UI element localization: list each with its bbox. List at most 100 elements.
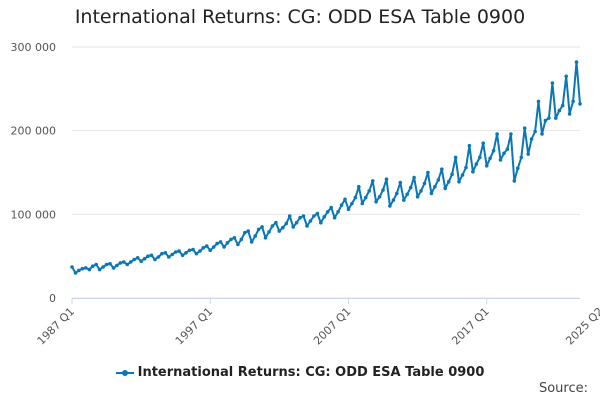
data-point[interactable] — [170, 252, 174, 257]
data-point[interactable] — [218, 240, 223, 244]
data-point[interactable] — [467, 143, 472, 148]
data-point[interactable] — [177, 249, 181, 253]
data-point[interactable] — [550, 81, 555, 85]
data-point[interactable] — [360, 201, 365, 206]
data-point[interactable] — [253, 234, 257, 238]
data-point[interactable] — [239, 237, 244, 242]
data-point[interactable] — [491, 148, 496, 153]
data-point[interactable] — [408, 185, 413, 190]
data-point[interactable] — [384, 177, 389, 181]
data-point[interactable] — [574, 60, 579, 64]
data-point[interactable] — [426, 170, 430, 175]
data-point[interactable] — [249, 240, 254, 244]
data-point[interactable] — [301, 214, 306, 218]
data-point[interactable] — [305, 224, 309, 228]
data-point[interactable] — [256, 227, 261, 232]
data-point[interactable] — [440, 167, 444, 171]
data-point[interactable] — [184, 251, 188, 255]
data-point[interactable] — [381, 188, 385, 192]
data-point[interactable] — [315, 211, 320, 216]
data-point[interactable] — [536, 99, 541, 104]
data-point[interactable] — [398, 180, 403, 185]
data-point[interactable] — [90, 264, 95, 269]
data-point[interactable] — [146, 254, 150, 258]
data-point[interactable] — [560, 103, 565, 108]
data-point[interactable] — [547, 116, 551, 120]
data-point[interactable] — [374, 200, 378, 204]
data-point[interactable] — [163, 251, 168, 255]
data-point[interactable] — [388, 204, 392, 208]
data-point[interactable] — [298, 215, 302, 220]
data-point[interactable] — [564, 74, 568, 79]
data-point[interactable] — [149, 253, 154, 258]
data-point[interactable] — [115, 263, 119, 268]
data-point[interactable] — [187, 248, 192, 253]
data-point[interactable] — [370, 179, 375, 183]
data-point[interactable] — [118, 261, 123, 265]
data-point[interactable] — [405, 192, 410, 197]
data-point[interactable] — [412, 175, 416, 180]
data-point[interactable] — [70, 265, 74, 269]
data-point[interactable] — [554, 116, 558, 120]
data-point[interactable] — [277, 229, 282, 233]
legend[interactable]: International Returns: CG: ODD ESA Table… — [0, 365, 600, 380]
data-point[interactable] — [419, 189, 423, 193]
data-point[interactable] — [567, 112, 572, 116]
data-point[interactable] — [353, 195, 358, 200]
data-point[interactable] — [208, 248, 212, 253]
data-point[interactable] — [443, 186, 448, 191]
data-point[interactable] — [453, 155, 458, 160]
data-point[interactable] — [433, 184, 437, 189]
data-point[interactable] — [446, 179, 451, 184]
data-point[interactable] — [246, 229, 250, 233]
data-point[interactable] — [77, 268, 81, 273]
data-point[interactable] — [557, 108, 562, 113]
data-point[interactable] — [173, 250, 178, 254]
data-point[interactable] — [391, 198, 396, 202]
data-point[interactable] — [270, 224, 275, 228]
data-point[interactable] — [402, 198, 406, 202]
data-point[interactable] — [128, 260, 133, 264]
data-point[interactable] — [215, 241, 219, 246]
data-point[interactable] — [167, 255, 171, 259]
data-point[interactable] — [481, 141, 486, 145]
data-point[interactable] — [325, 210, 330, 214]
data-point[interactable] — [422, 181, 427, 186]
data-point[interactable] — [367, 189, 372, 193]
data-point[interactable] — [450, 172, 454, 176]
data-point[interactable] — [343, 197, 347, 202]
data-point[interactable] — [291, 225, 296, 229]
data-point[interactable] — [108, 261, 112, 266]
data-point[interactable] — [350, 201, 354, 206]
data-point[interactable] — [243, 230, 247, 235]
data-point[interactable] — [329, 205, 334, 210]
data-point[interactable] — [322, 215, 327, 219]
data-point[interactable] — [111, 266, 116, 270]
data-point[interactable] — [287, 214, 292, 218]
data-point[interactable] — [363, 195, 368, 200]
data-point[interactable] — [94, 262, 98, 267]
data-point[interactable] — [357, 184, 361, 189]
data-point[interactable] — [336, 210, 340, 214]
data-point[interactable] — [153, 257, 157, 262]
data-point[interactable] — [339, 203, 344, 207]
data-point[interactable] — [222, 245, 226, 249]
data-point[interactable] — [474, 162, 479, 166]
data-point[interactable] — [198, 249, 202, 253]
data-point[interactable] — [471, 169, 475, 174]
data-point[interactable] — [225, 241, 230, 245]
data-point[interactable] — [132, 257, 136, 262]
data-point[interactable] — [80, 266, 85, 271]
data-point[interactable] — [139, 259, 143, 264]
data-point[interactable] — [201, 246, 206, 250]
data-point[interactable] — [540, 132, 544, 136]
data-point[interactable] — [194, 251, 199, 256]
data-point[interactable] — [125, 262, 130, 267]
data-point[interactable] — [319, 220, 323, 225]
data-point[interactable] — [484, 164, 489, 168]
data-point[interactable] — [526, 152, 530, 156]
data-point[interactable] — [229, 237, 233, 242]
data-point[interactable] — [267, 230, 271, 234]
data-point[interactable] — [260, 225, 264, 229]
data-point[interactable] — [512, 179, 517, 183]
